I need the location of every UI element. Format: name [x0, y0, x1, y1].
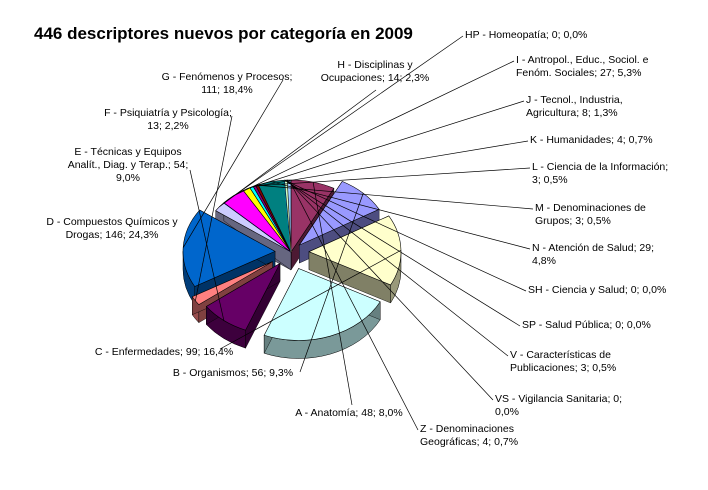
leader-line-e-tecnicas-y-equipos-analit-diag-y-terap	[189, 169, 225, 321]
leader-line-f-psiquiatria-y-psicologia	[195, 115, 233, 301]
data-label-line: J - Tecnol., Industria,	[526, 94, 623, 106]
leader-line-n-atencion-de-salud	[271, 181, 531, 250]
data-label-line: 3; 0,5%	[532, 174, 568, 186]
data-label-line: C - Enfermedades; 99; 16,4%	[95, 346, 233, 358]
data-label-line: L - Ciencia de la Información;	[532, 161, 668, 173]
data-label-a-anatomia: A - Anatomía; 48; 8,0%	[295, 407, 402, 419]
data-label-d-compuestos-quimicos-y-drogas: D - Compuestos Químicos y Drogas; 146; 24…	[46, 216, 178, 241]
pie-slice-d-compuestos-quimicos-y-drogas	[263, 268, 381, 341]
data-label-line: Ocupaciones; 14; 2,3%	[321, 72, 430, 84]
data-label-line: Geográficas; 4; 0,7%	[420, 436, 518, 448]
data-label-l-ciencia-de-la-informacion: L - Ciencia de la Información; 3; 0,5%	[532, 161, 668, 186]
data-label-j-tecnol-industria-agricultura: J - Tecnol., Industria, Agricultura; 8; 1…	[526, 94, 623, 119]
data-label-k-humanidades: K - Humanidades; 4; 0,7%	[530, 134, 653, 146]
leader-line-l-ciencia-de-la-informacion	[254, 167, 531, 187]
data-label-line: SH - Ciencia y Salud; 0; 0,0%	[528, 284, 666, 296]
data-label-f-psiquiatria-y-psicologia: F - Psiquiatría y Psicología; 13; 2,2%	[104, 107, 232, 132]
data-label-g-fenomenos-y-procesos: G - Fenómenos y Procesos; 111; 18,4%	[162, 71, 293, 96]
data-label-i-antropol-educ-sociol-e-fenom-sociales: I - Antropol., Educ., Sociol. e Fenóm. So…	[516, 54, 649, 79]
data-label-m-denominaciones-de-grupos: M - Denominaciones de Grupos; 3; 0,5%	[535, 202, 646, 227]
leader-line-c-enfermedades	[219, 249, 402, 350]
data-label-line: H - Disciplinas y	[337, 59, 413, 71]
data-label-c-enfermedades: C - Enfermedades; 99; 16,4%	[95, 346, 233, 358]
data-label-line: Fenóm. Sociales; 27; 5,3%	[516, 67, 641, 79]
leader-line-hp-homeopatia	[223, 35, 464, 204]
leader-line-sp-salud-publica	[284, 179, 521, 327]
data-label-sh-ciencia-y-salud: SH - Ciencia y Salud; 0; 0,0%	[528, 284, 666, 296]
data-label-e-tecnicas-y-equipos-analit-diag-y-terap: E - Técnicas y Equipos Analít., Diag. y T…	[68, 146, 189, 184]
data-label-line: N - Atención de Salud; 29;	[532, 242, 654, 254]
data-label-line: Publicaciones; 3; 0,5%	[510, 362, 616, 374]
data-label-line: 13; 2,2%	[147, 120, 188, 132]
data-label-line: 0,0%	[495, 406, 519, 418]
data-label-line: G - Fenómenos y Procesos;	[162, 71, 293, 83]
data-label-h-disciplinas-y-ocupaciones: H - Disciplinas y Ocupaciones; 14; 2,3%	[321, 59, 430, 84]
data-label-line: D - Compuestos Químicos y	[46, 216, 178, 228]
leader-line-v-caracteristicas-de-publicaciones	[285, 179, 509, 357]
data-label-line: Agricultura; 8; 1,3%	[526, 107, 618, 119]
data-label-sp-salud-publica: SP - Salud Pública; 0; 0,0%	[522, 319, 651, 331]
data-label-line: SP - Salud Pública; 0; 0,0%	[522, 319, 651, 331]
leader-line-k-humanidades	[251, 140, 529, 188]
pie-labels: A - Anatomía; 48; 8,0% B - Organismos; 56…	[46, 29, 668, 448]
data-label-line: 4,8%	[532, 255, 556, 267]
leader-line-j-tecnol-industria-agricultura	[246, 100, 525, 190]
leader-line-b-organismos	[299, 193, 364, 373]
data-label-line: E - Técnicas y Equipos	[74, 146, 181, 158]
data-label-n-atencion-de-salud: N - Atención de Salud; 29; 4,8%	[532, 242, 654, 267]
data-label-line: Grupos; 3; 0,5%	[535, 215, 611, 227]
leader-line-g-fenomenos-y-procesos	[182, 79, 284, 248]
data-label-line: F - Psiquiatría y Psicología;	[104, 107, 232, 119]
leader-line-i-antropol-educ-sociol-e-fenom-sociales	[232, 60, 515, 197]
data-label-z-denominaciones-geograficas: Z - Denominaciones Geográficas; 4; 0,7%	[420, 423, 518, 448]
data-label-line: VS - Vigilancia Sanitaria; 0;	[495, 393, 622, 405]
data-label-line: Drogas; 146; 24,3%	[66, 229, 159, 241]
leader-line-z-denominaciones-geograficas	[288, 179, 419, 431]
leader-line-vs-vigilancia-sanitaria	[287, 179, 494, 401]
data-label-hp-homeopatia: HP - Homeopatía; 0; 0,0%	[465, 29, 587, 41]
data-label-line: 111; 18,4%	[201, 84, 253, 96]
data-label-b-organismos: B - Organismos; 56; 9,3%	[173, 367, 293, 379]
data-label-line: A - Anatomía; 48; 8,0%	[295, 407, 402, 419]
data-label-line: V - Características de	[510, 349, 611, 361]
data-label-v-caracteristicas-de-publicaciones: V - Características de Publicaciones; 3; …	[510, 349, 616, 374]
data-label-line: Analít., Diag. y Terap.; 54;	[68, 159, 189, 171]
data-label-line: Z - Denominaciones	[420, 423, 514, 435]
chart-title: 446 descriptores nuevos por categoría en…	[34, 24, 413, 43]
data-label-line: B - Organismos; 56; 9,3%	[173, 367, 293, 379]
data-label-line: M - Denominaciones de	[535, 202, 646, 214]
data-label-line: HP - Homeopatía; 0; 0,0%	[465, 29, 587, 41]
data-label-line: I - Antropol., Educ., Sociol. e	[516, 54, 649, 66]
leader-line-m-denominaciones-de-grupos	[256, 184, 534, 210]
data-label-vs-vigilancia-sanitaria: VS - Vigilancia Sanitaria; 0; 0,0%	[495, 393, 622, 418]
leader-line-sh-ciencia-y-salud	[284, 179, 527, 292]
data-label-line: K - Humanidades; 4; 0,7%	[530, 134, 653, 146]
leader-line-a-anatomia	[312, 182, 353, 406]
pie-tops	[182, 179, 402, 341]
data-label-line: 9,0%	[116, 172, 140, 184]
